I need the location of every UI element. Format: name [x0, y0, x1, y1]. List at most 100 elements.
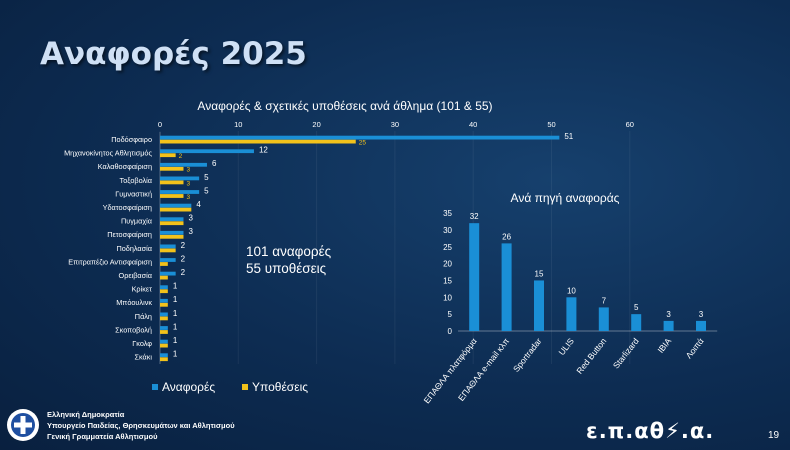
- chart2-category-label: Sportradar: [511, 336, 544, 374]
- chart1-bar-cases: [160, 207, 192, 212]
- chart1-bar-reports: [160, 176, 200, 181]
- chart2-category-label: ULIS: [556, 336, 576, 357]
- chart2-bar: [631, 314, 642, 331]
- chart1-category-label: Τοξοβολία: [120, 176, 153, 185]
- chart1-category-label: Σκοποβολή: [115, 325, 152, 334]
- chart1-value-label-reports: 2: [181, 241, 186, 250]
- chart1-category-label: Γυμναστική: [115, 189, 152, 198]
- chart2-y-tick-label: 35: [443, 209, 452, 218]
- chart1-title: Αναφορές & σχετικές υποθέσεις ανά άθλημα…: [197, 99, 492, 113]
- chart2-value-label: 3: [699, 310, 704, 319]
- chart1-bar-cases: [160, 316, 168, 321]
- chart1-x-tick-label: 40: [469, 120, 477, 129]
- chart1-value-label-reports: 3: [188, 214, 193, 223]
- chart1-value-label-reports: 1: [173, 295, 178, 304]
- chart1-bar-cases: [160, 248, 176, 253]
- chart1-category-label: Ποδηλασία: [116, 244, 152, 253]
- footer-country: Ελληνική Δημοκρατία: [47, 409, 125, 419]
- chart1-legend-swatch-reports: [152, 384, 158, 390]
- chart1-category-label: Μηχανοκίνητος Αθλητισμός: [64, 149, 152, 158]
- chart2-bar: [534, 280, 544, 331]
- chart1-bar-reports: [160, 326, 168, 330]
- chart2-y-tick-label: 20: [443, 260, 452, 269]
- chart2-value-label: 15: [535, 269, 544, 278]
- chart1-category-label: Ποδόσφαιρο: [111, 135, 152, 144]
- chart2-category-label: Red Button: [574, 336, 608, 376]
- chart1-x-tick-label: 10: [234, 120, 242, 129]
- chart1-bar-reports: [160, 203, 192, 208]
- chart1-bar-reports: [160, 285, 168, 290]
- chart1-bar-reports: [160, 258, 176, 262]
- chart1-bar-cases: [160, 153, 176, 158]
- slide-title: Αναφορές 2025: [40, 36, 307, 72]
- chart1-category-label: Κρίκετ: [132, 285, 153, 294]
- chart1-x-tick-label: 0: [158, 120, 162, 129]
- chart1-value-label-reports: 5: [204, 173, 209, 182]
- chart1-value-label-reports: 1: [173, 350, 178, 359]
- chart1-value-label-reports: 51: [564, 132, 573, 141]
- summary-cases: 55 υποθέσεις: [246, 261, 327, 276]
- chart2-value-label: 10: [567, 286, 576, 295]
- chart2-value-label: 32: [470, 212, 479, 221]
- chart1-x-tick-label: 50: [547, 120, 555, 129]
- chart1-bar-cases: [160, 275, 168, 280]
- chart1-bar-reports: [160, 230, 184, 235]
- chart2-y-tick-label: 0: [448, 327, 453, 336]
- chart1-value-label-reports: 2: [181, 254, 186, 263]
- chart1-category-label: Γκολφ: [132, 339, 152, 348]
- chart1-value-label-cases: 25: [359, 140, 367, 147]
- chart1-bar-reports: [160, 190, 200, 194]
- chart1-bar-reports: [160, 162, 207, 167]
- chart1-value-label-reports: 1: [173, 322, 178, 331]
- chart1-bar-cases: [160, 221, 184, 226]
- chart1-x-tick-label: 60: [626, 120, 634, 129]
- chart1-bar-cases: [160, 357, 168, 362]
- chart1-bar-reports: [160, 353, 168, 358]
- chart1-bar-cases: [160, 289, 168, 294]
- chart1-bar-reports: [160, 312, 168, 317]
- chart2-category-label: ΕΠΑΘΛΑ πλατφόρμα: [422, 336, 479, 405]
- chart1-bar-cases: [160, 262, 168, 266]
- chart1-legend-swatch-cases: [242, 384, 248, 390]
- summary-reports: 101 αναφορές: [246, 244, 332, 259]
- chart1-value-label-reports: 2: [181, 268, 186, 277]
- chart1-bar-cases: [160, 166, 184, 171]
- chart1-value-label-reports: 12: [259, 146, 268, 155]
- chart1-legend-label-cases: Υποθέσεις: [252, 380, 308, 394]
- chart1-value-label-reports: 5: [204, 186, 209, 195]
- chart1-bar-reports: [160, 298, 168, 303]
- chart1-x-tick-label: 20: [312, 120, 320, 129]
- chart2-bar: [598, 307, 609, 331]
- chart1-value-label-reports: 3: [188, 227, 193, 236]
- summary-box: 101 αναφορές 55 υποθέσεις: [246, 243, 331, 277]
- chart1-bar-reports: [160, 149, 254, 154]
- chart1-value-label-reports: 1: [173, 282, 178, 291]
- chart1-legend-label-reports: Αναφορές: [162, 380, 215, 394]
- chart1-value-label-reports: 1: [173, 336, 178, 345]
- chart2-bar: [566, 297, 577, 331]
- chart2-title: Ανά πηγή αναφοράς: [511, 191, 620, 205]
- chart1-bar-cases: [160, 330, 168, 334]
- chart1-bar-reports: [160, 271, 176, 276]
- chart2-value-label: 3: [666, 310, 671, 319]
- chart1-bar-cases: [160, 194, 184, 198]
- chart1-category-label: Σκάκι: [134, 353, 152, 362]
- chart1-value-label-cases: 3: [186, 180, 190, 187]
- epathla-logo: ε.π.αθ⚡.α.: [586, 419, 715, 443]
- chart2-value-label: 7: [602, 296, 607, 305]
- chart1-category-label: Πετοσφαίριση: [107, 230, 152, 239]
- chart1-bar-cases: [160, 343, 168, 348]
- chart2-category-label: IBIA: [655, 336, 673, 355]
- chart2-bar: [696, 320, 706, 331]
- chart2-value-label: 26: [502, 232, 511, 241]
- chart1-bar-cases: [160, 234, 184, 239]
- chart1-value-label-reports: 1: [173, 309, 178, 318]
- chart1-value-label-cases: 2: [179, 153, 183, 160]
- chart2-y-tick-label: 15: [443, 276, 452, 285]
- chart1-bar-reports: [160, 217, 184, 222]
- ministry-footer: Ελληνική Δημοκρατία Υπουργείο Παιδείας, …: [6, 408, 235, 442]
- chart2-value-label: 5: [634, 303, 639, 312]
- chart1-bar-cases: [160, 139, 356, 144]
- chart1-bar-reports: [160, 135, 560, 140]
- chart1-category-label: Πάλη: [135, 312, 152, 321]
